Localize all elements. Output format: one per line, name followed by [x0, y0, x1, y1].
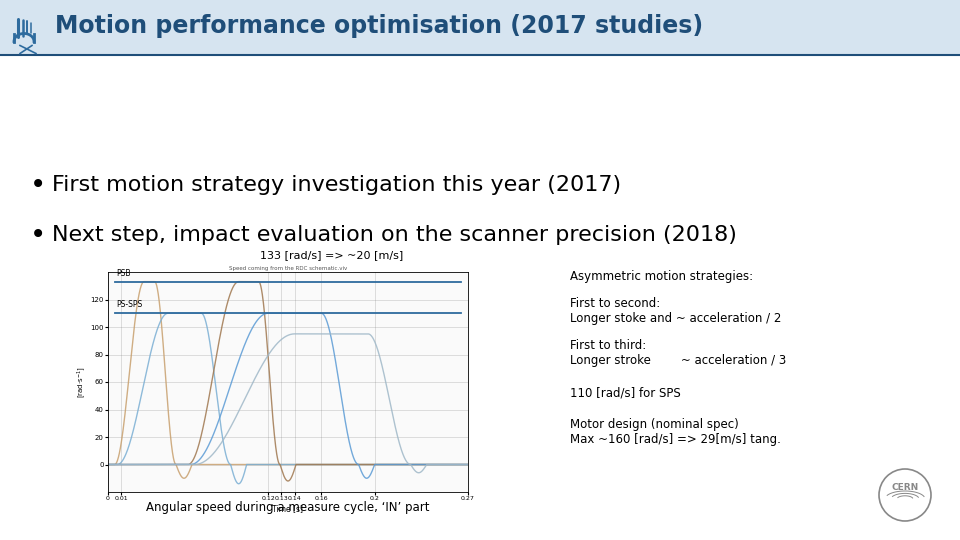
Text: PSB: PSB	[116, 268, 131, 278]
Bar	[0, 0, 960, 55]
Text: Max ~160 [rad/s] => 29[m/s] tang.: Max ~160 [rad/s] => 29[m/s] tang.	[570, 433, 780, 446]
Text: CERN: CERN	[892, 483, 919, 492]
X-axis label: Time [s]: Time [s]	[273, 504, 303, 513]
Y-axis label: [rad·s$^{-1}$]: [rad·s$^{-1}$]	[75, 366, 87, 398]
Text: •: •	[30, 221, 46, 249]
Text: PS-SPS: PS-SPS	[116, 300, 142, 309]
Text: First to third:: First to third:	[570, 339, 646, 352]
Title: Speed coming from the RDC schematic.viv: Speed coming from the RDC schematic.viv	[228, 266, 348, 271]
Text: Motor design (nominal spec): Motor design (nominal spec)	[570, 418, 739, 431]
Text: First to second:: First to second:	[570, 297, 660, 310]
Text: Motion performance optimisation (2017 studies): Motion performance optimisation (2017 st…	[55, 14, 703, 37]
Text: First motion strategy investigation this year (2017): First motion strategy investigation this…	[52, 175, 621, 195]
Text: Longer stoke and ~ acceleration / 2: Longer stoke and ~ acceleration / 2	[570, 312, 781, 325]
Text: 133 [rad/s] => ~20 [m/s]: 133 [rad/s] => ~20 [m/s]	[259, 250, 403, 260]
Text: Next step, impact evaluation on the scanner precision (2018): Next step, impact evaluation on the scan…	[52, 225, 737, 245]
Text: Angular speed during a measure cycle, ‘IN’ part: Angular speed during a measure cycle, ‘I…	[146, 502, 430, 515]
Text: Longer stroke        ~ acceleration / 3: Longer stroke ~ acceleration / 3	[570, 354, 786, 367]
Text: •: •	[30, 171, 46, 199]
Text: Asymmetric motion strategies:: Asymmetric motion strategies:	[570, 270, 754, 283]
Text: 110 [rad/s] for SPS: 110 [rad/s] for SPS	[570, 386, 681, 399]
